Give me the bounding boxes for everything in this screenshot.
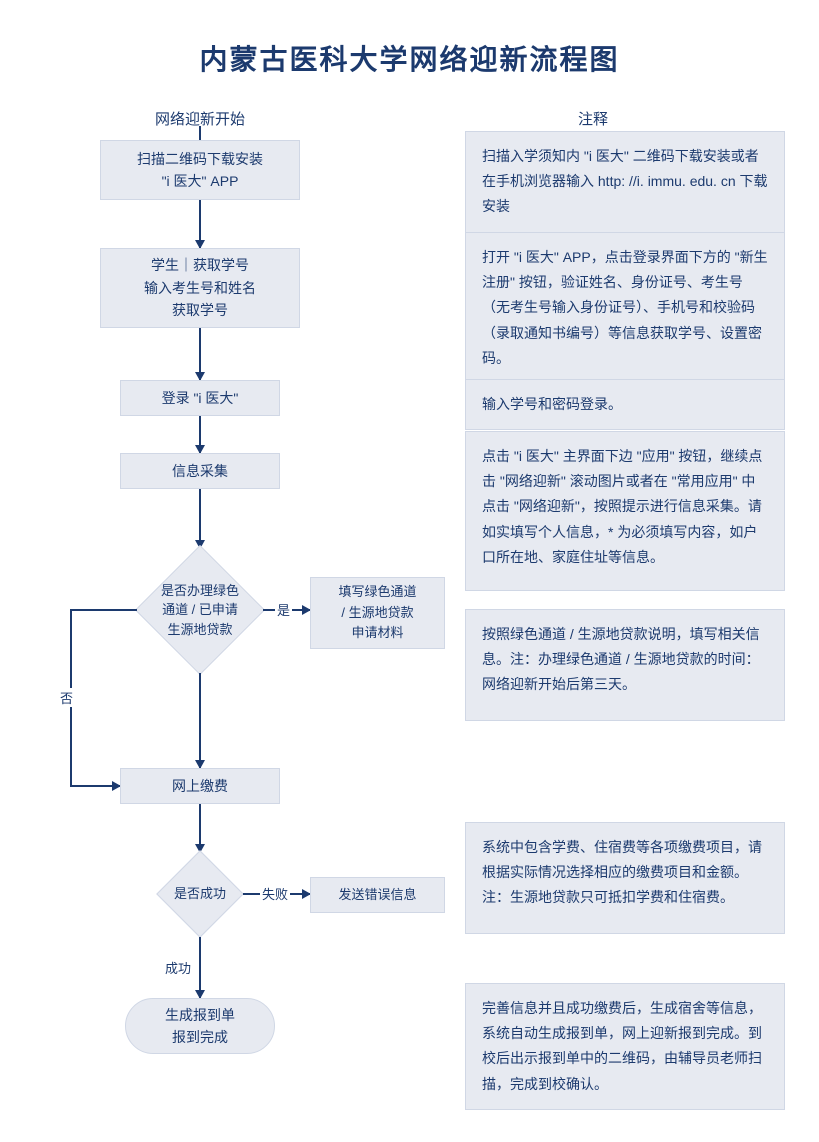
right-column-header: 注释	[578, 108, 608, 129]
step-info-collect: 信息采集	[120, 453, 280, 489]
step-line: 填写绿色通道	[338, 582, 416, 603]
note-3: 输入学号和密码登录。	[465, 379, 785, 430]
decision-line: 生源地贷款	[161, 620, 239, 640]
flowchart-container: 内蒙古医科大学网络迎新流程图 网络迎新开始 注释 扫描二维码下载安装 "i 医大…	[0, 0, 819, 1142]
connector	[199, 200, 201, 248]
step-online-payment: 网上缴费	[120, 768, 280, 804]
step-line: 信息采集	[172, 460, 228, 482]
note-1: 扫描入学须知内 "i 医大" 二维码下载安装或者在手机浏览器输入 http: /…	[465, 131, 785, 233]
connector	[199, 126, 201, 140]
decision-success: 是否成功	[156, 850, 244, 938]
connector	[199, 673, 201, 768]
step-line: 输入考生号和姓名	[144, 277, 256, 299]
note-6: 系统中包含学费、住宿费等各项缴费项目，请根据实际情况选择相应的缴费项目和金额。注…	[465, 822, 785, 934]
edge-label-fail: 失败	[260, 884, 290, 903]
step-line: 发送错误信息	[338, 885, 416, 906]
edge-label-yes: 是	[275, 600, 292, 619]
step-line: "i 医大" APP	[137, 170, 263, 192]
step-line: 申请材料	[338, 623, 416, 644]
edge-label-no: 否	[58, 688, 75, 707]
connector	[70, 785, 120, 787]
step-green-channel-form: 填写绿色通道 / 生源地贷款 申请材料	[310, 577, 445, 649]
decision-line: 是否办理绿色	[161, 581, 239, 601]
connector	[199, 328, 201, 380]
step-line: 登录 "i 医大"	[162, 387, 239, 409]
connector	[70, 609, 137, 611]
step-line: 网上缴费	[172, 775, 228, 797]
terminator-line: 报到完成	[165, 1026, 235, 1048]
note-2: 打开 "i 医大" APP，点击登录界面下方的 "新生注册" 按钮，验证姓名、身…	[465, 232, 785, 384]
step-line: / 生源地贷款	[338, 603, 416, 624]
note-4: 点击 "i 医大" 主界面下边 "应用" 按钮，继续点击 "网络迎新" 滚动图片…	[465, 431, 785, 591]
decision-green-channel: 是否办理绿色 通道 / 已申请 生源地贷款	[135, 545, 265, 675]
connector	[199, 489, 201, 548]
note-7: 完善信息并且成功缴费后，生成宿舍等信息，系统自动生成报到单，网上迎新报到完成。到…	[465, 983, 785, 1110]
terminator-line: 生成报到单	[165, 1004, 235, 1026]
note-5: 按照绿色通道 / 生源地贷款说明，填写相关信息。注：办理绿色通道 / 生源地贷款…	[465, 609, 785, 721]
step-send-error: 发送错误信息	[310, 877, 445, 913]
connector	[199, 804, 201, 852]
page-title: 内蒙古医科大学网络迎新流程图	[0, 38, 819, 78]
connector	[199, 416, 201, 453]
terminator-complete: 生成报到单 报到完成	[125, 998, 275, 1054]
step-line: 学生｜获取学号	[144, 254, 256, 276]
decision-line: 通道 / 已申请	[161, 600, 239, 620]
step-line: 扫描二维码下载安装	[137, 148, 263, 170]
step-line: 获取学号	[144, 299, 256, 321]
decision-line: 是否成功	[174, 884, 226, 904]
connector	[199, 937, 201, 998]
step-login: 登录 "i 医大"	[120, 380, 280, 416]
step-get-student-id: 学生｜获取学号 输入考生号和姓名 获取学号	[100, 248, 300, 328]
edge-label-success: 成功	[163, 958, 193, 977]
step-scan-qr: 扫描二维码下载安装 "i 医大" APP	[100, 140, 300, 200]
